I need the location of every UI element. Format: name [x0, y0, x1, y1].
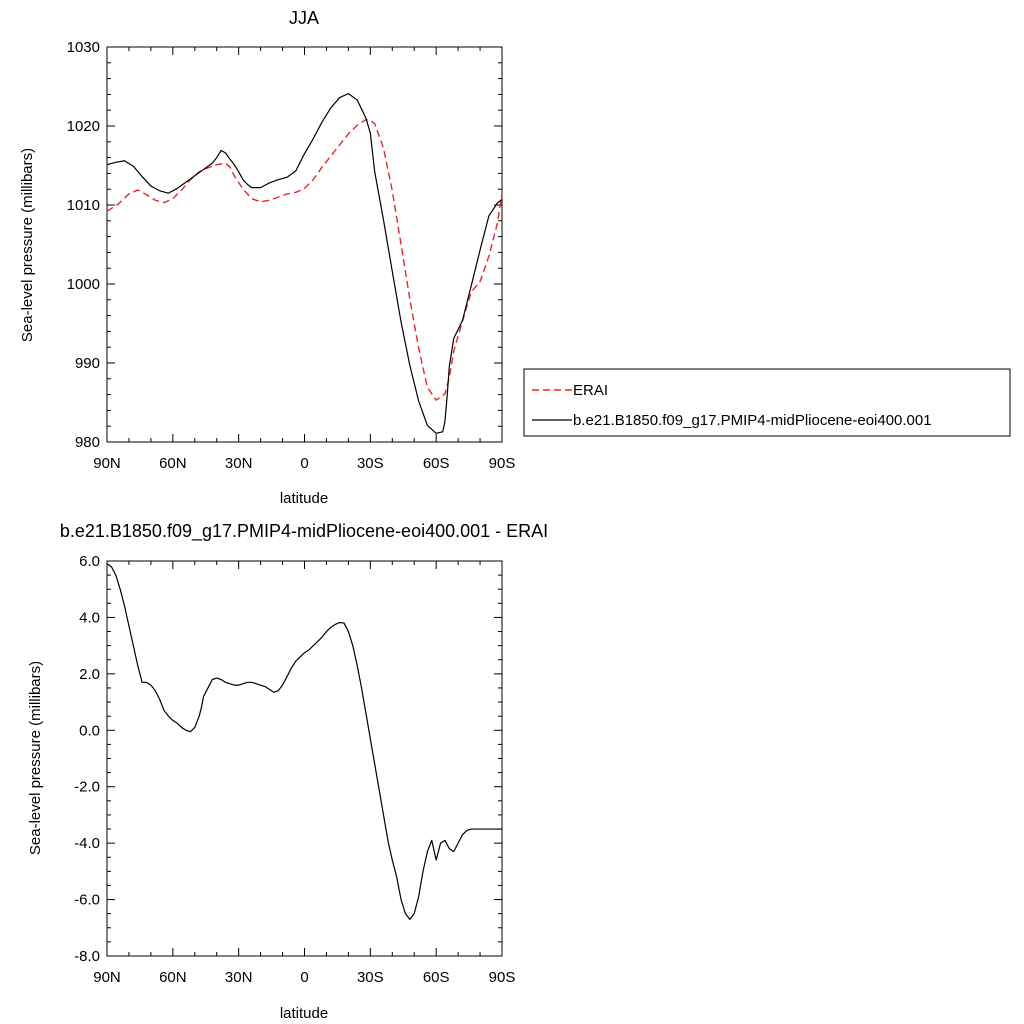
bottom-y-tick-label: -2.0: [74, 779, 100, 796]
legend-label-model: b.e21.B1850.f09_g17.PMIP4-midPliocene-eo…: [573, 412, 932, 429]
bottom-y-tick-label: 2.0: [79, 666, 100, 683]
top-y-tick-label: 990: [75, 355, 100, 372]
legend: ERAI b.e21.B1850.f09_g17.PMIP4-midPlioce…: [523, 368, 1011, 437]
top-panel: JJA 980 990 1000 1010 1020 1030 90N 60N 30N 0 30S…: [19, 8, 1011, 507]
top-y-axis-label: Sea-level pressure (millibars): [19, 148, 36, 342]
bottom-x-tick-label: 60S: [423, 969, 450, 986]
top-x-tick-label: 30N: [225, 455, 253, 472]
bottom-y-ticks: -8.0 -6.0 -4.0 -2.0 0.0 2.0 4.0 6.0: [74, 553, 502, 965]
bottom-x-tick-label: 30S: [357, 969, 384, 986]
bottom-x-tick-label: 60N: [159, 969, 187, 986]
bottom-y-tick-label: -6.0: [74, 892, 100, 909]
top-x-tick-label: 90S: [489, 455, 516, 472]
top-series-lines: [106, 93, 503, 434]
top-x-tick-label: 30S: [357, 455, 384, 472]
top-y-tick-label: 1030: [67, 39, 100, 56]
bottom-panel: b.e21.B1850.f09_g17.PMIP4-midPliocene-eo…: [27, 521, 548, 1022]
top-y-ticks: 980 990 1000 1010 1020 1030: [67, 39, 502, 451]
bottom-y-tick-label: 4.0: [79, 609, 100, 626]
legend-label-erai: ERAI: [573, 382, 608, 399]
bottom-x-tick-label: 90S: [489, 969, 516, 986]
top-x-tick-label: 90N: [93, 455, 121, 472]
top-x-ticks: 90N 60N 30N 0 30S 60S 90S: [93, 47, 515, 472]
bottom-x-tick-label: 90N: [93, 969, 121, 986]
top-series-line-erai: [106, 118, 503, 401]
bottom-y-tick-label: 6.0: [79, 553, 100, 570]
bottom-y-tick-label: -8.0: [74, 948, 100, 965]
bottom-plot-frame: [106, 560, 503, 957]
bottom-series-lines: [106, 563, 502, 920]
top-y-tick-label: 1020: [67, 118, 100, 135]
top-x-axis-label: latitude: [280, 490, 328, 507]
bottom-y-tick-label: -4.0: [74, 835, 100, 852]
bottom-chart-title: b.e21.B1850.f09_g17.PMIP4-midPliocene-eo…: [60, 521, 548, 542]
top-x-tick-label: 60S: [423, 455, 450, 472]
top-x-tick-label: 60N: [159, 455, 187, 472]
top-series-line-b-e21-b1850-f09-g17-pmip4-midpliocene-eoi400-001: [106, 93, 503, 434]
bottom-x-axis-label: latitude: [280, 1005, 328, 1022]
top-x-tick-label: 0: [300, 455, 308, 472]
bottom-y-tick-label: 0.0: [79, 722, 100, 739]
top-y-tick-label: 980: [75, 434, 100, 451]
top-chart-title: JJA: [289, 8, 319, 28]
bottom-series-line-0: [106, 563, 502, 920]
legend-box: [523, 368, 1011, 437]
top-plot-frame: [106, 46, 503, 443]
bottom-x-ticks: 90N 60N 30N 0 30S 60S 90S: [93, 561, 515, 986]
bottom-x-tick-label: 0: [300, 969, 308, 986]
bottom-x-tick-label: 30N: [225, 969, 253, 986]
top-y-tick-label: 1000: [67, 276, 100, 293]
top-y-tick-label: 1010: [67, 197, 100, 214]
bottom-y-axis-label: Sea-level pressure (millibars): [27, 661, 44, 855]
